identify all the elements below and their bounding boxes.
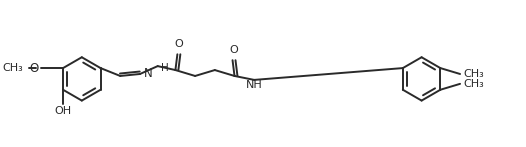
Text: CH₃: CH₃ — [2, 63, 23, 73]
Text: CH₃: CH₃ — [463, 69, 484, 79]
Text: O: O — [229, 45, 238, 55]
Text: O: O — [174, 39, 183, 49]
Text: OH: OH — [55, 106, 72, 116]
Text: O: O — [29, 62, 38, 75]
Text: H: H — [160, 63, 168, 73]
Text: NH: NH — [246, 80, 262, 90]
Text: N: N — [144, 67, 153, 81]
Text: CH₃: CH₃ — [463, 79, 484, 89]
